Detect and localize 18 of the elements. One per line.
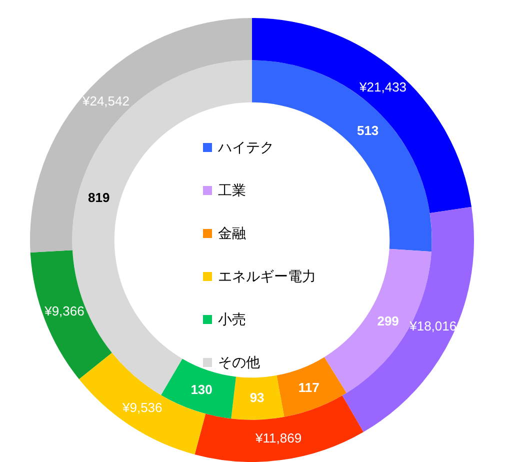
legend-label: 金融 (218, 224, 246, 242)
data-label: ¥21,433 (358, 79, 407, 94)
legend-label: ハイテク (218, 138, 274, 156)
data-label: ¥9,536 (121, 400, 162, 415)
legend-label: 工業 (218, 182, 246, 200)
data-label: ¥18,016 (408, 318, 457, 334)
data-label: ¥24,542 (81, 94, 130, 109)
data-label: 93 (250, 390, 264, 406)
legend-label: その他 (218, 354, 260, 372)
data-label: 819 (88, 190, 110, 205)
data-label: ¥9,366 (44, 304, 84, 319)
legend-label: 小売 (218, 310, 246, 328)
data-label: 117 (298, 380, 320, 395)
data-label: 299 (377, 313, 399, 328)
data-label: 513 (356, 123, 379, 138)
legend-label: エネルギー電力 (218, 268, 316, 286)
data-label: ¥11,869 (254, 430, 302, 446)
data-label: 130 (190, 382, 212, 398)
